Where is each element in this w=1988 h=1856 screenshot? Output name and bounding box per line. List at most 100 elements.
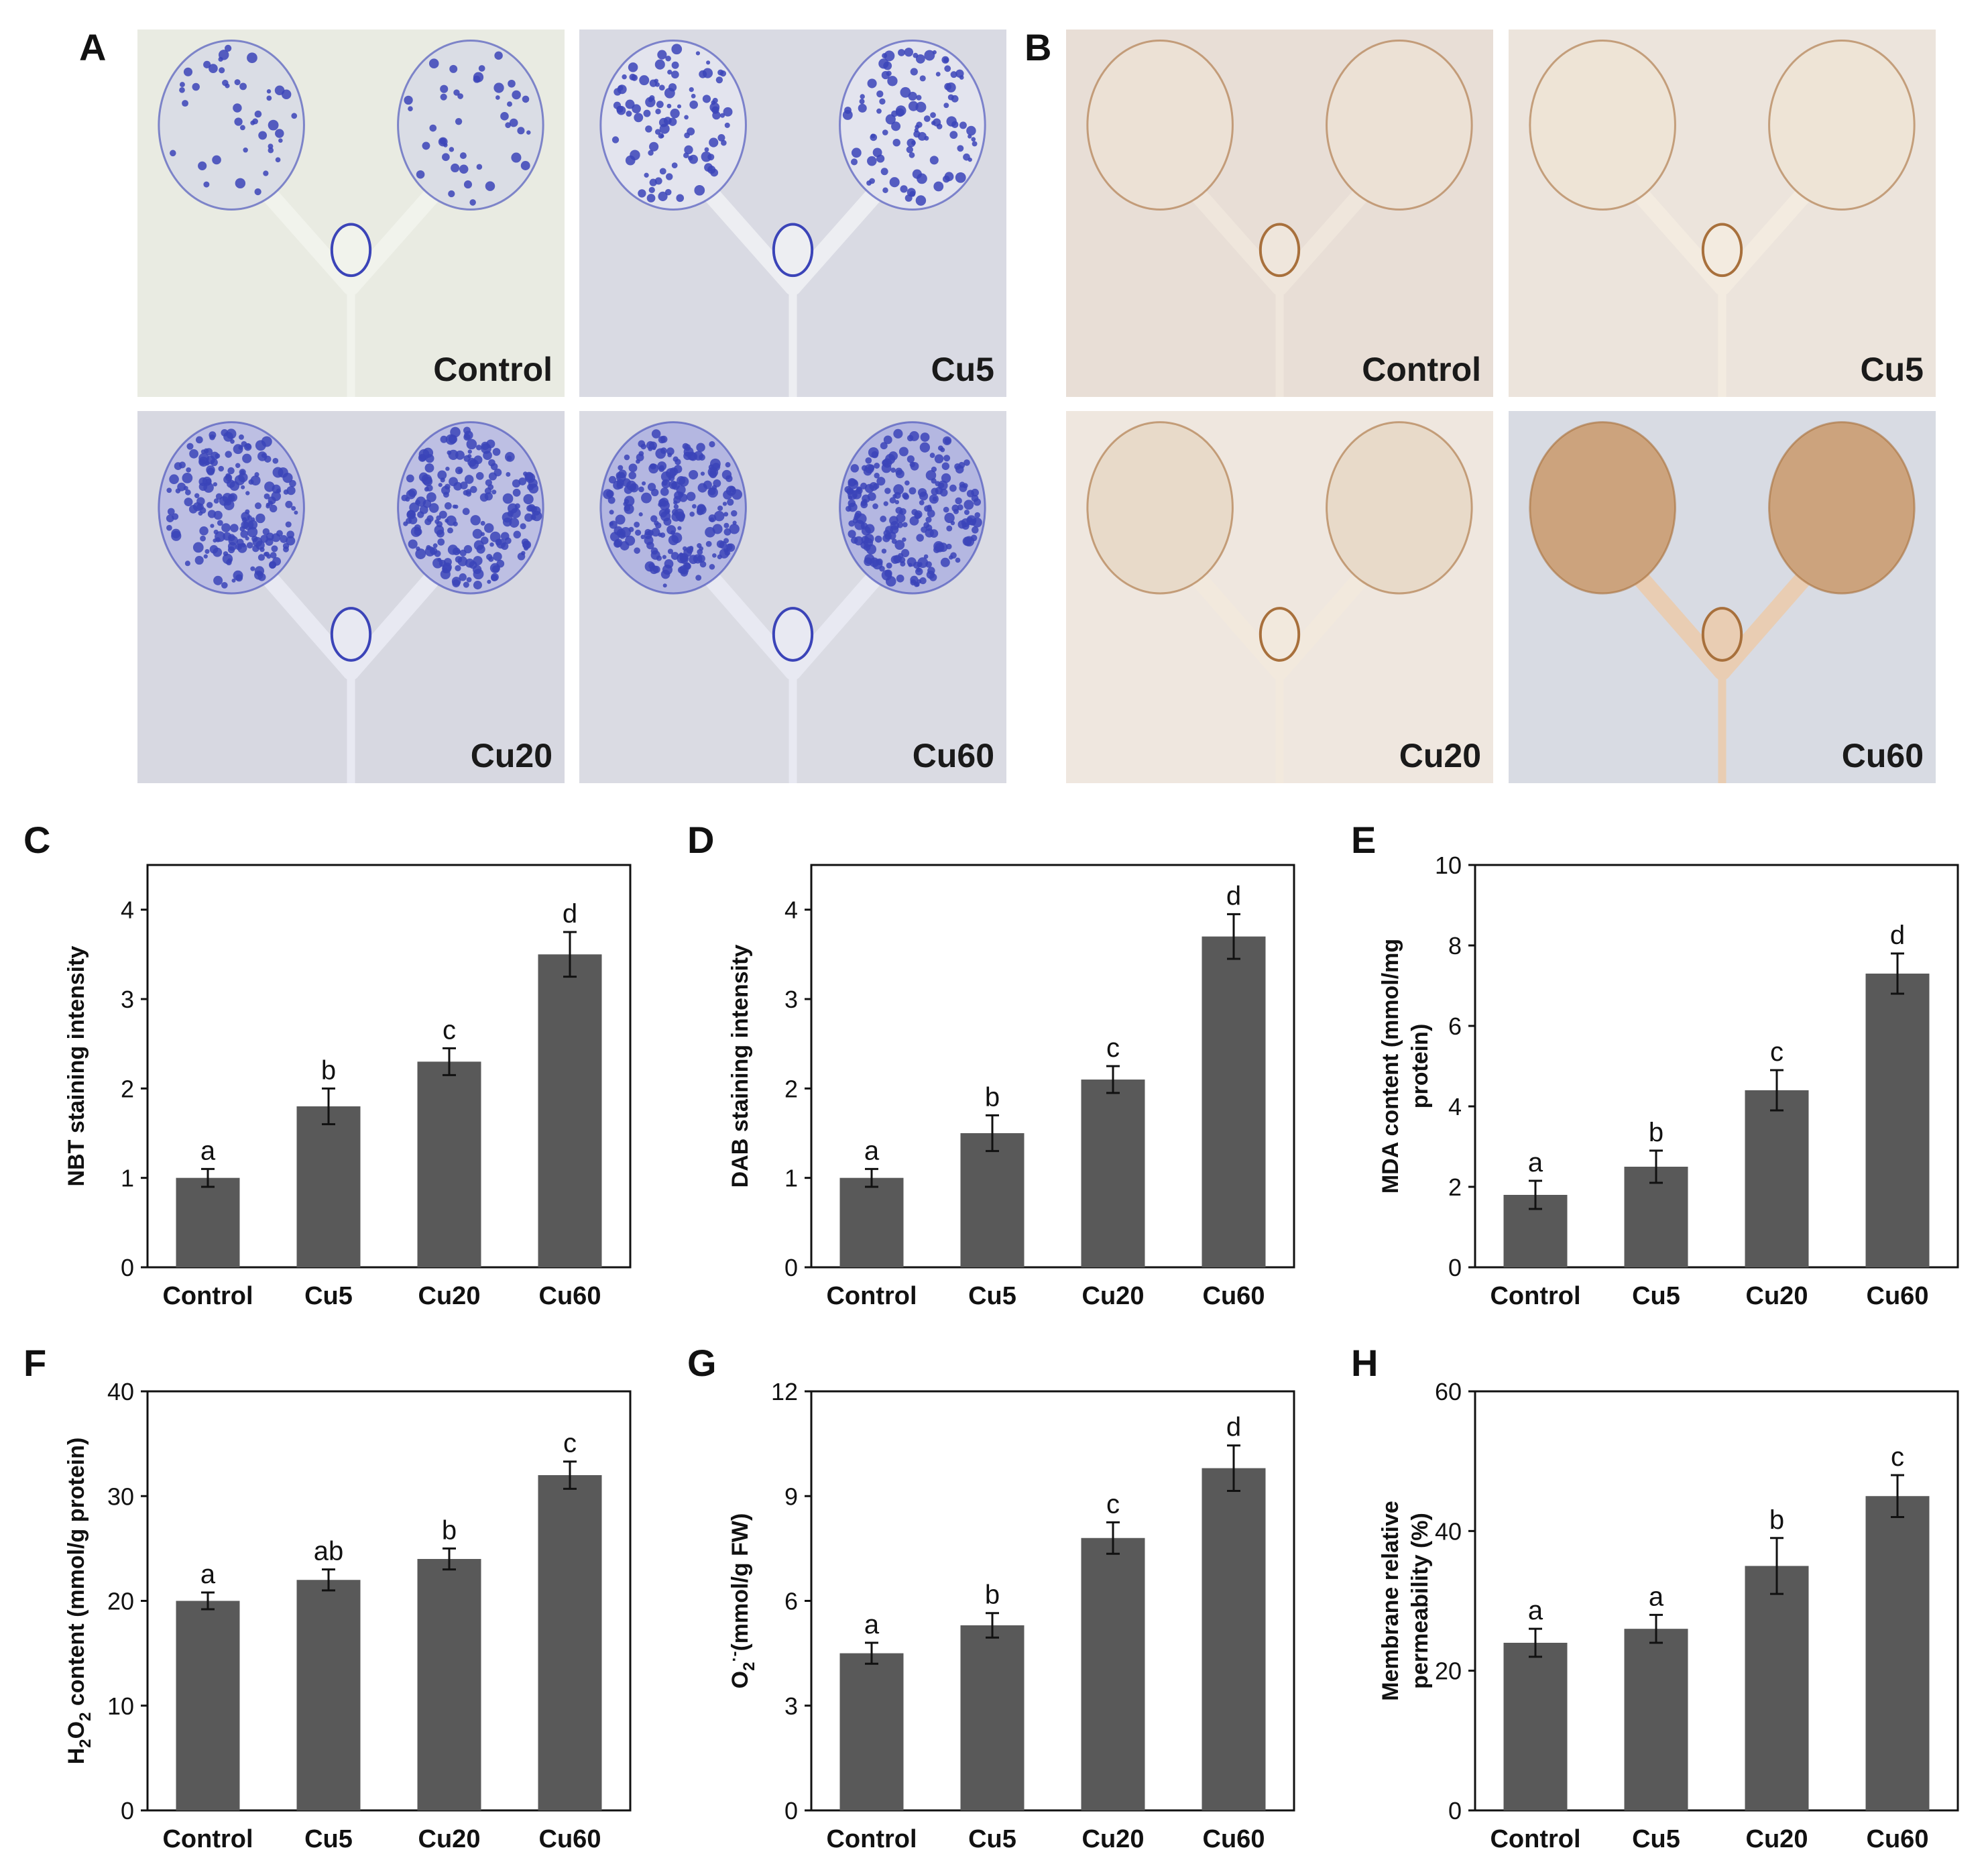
y-tick-label: 1 — [121, 1165, 134, 1192]
significance-letter: c — [1106, 1489, 1120, 1519]
cotyledon — [599, 421, 802, 681]
bar — [960, 1625, 1025, 1810]
y-tick-label: 12 — [771, 1378, 798, 1405]
photo-label: Cu20 — [470, 737, 552, 774]
x-category-label: Cu5 — [968, 1282, 1016, 1310]
significance-letter: b — [985, 1580, 1000, 1610]
cotyledon — [1271, 421, 1473, 681]
significance-letter: b — [1769, 1505, 1784, 1535]
significance-letter: c — [1770, 1037, 1784, 1067]
significance-letter: b — [1649, 1118, 1663, 1147]
x-category-label: Control — [1490, 1282, 1580, 1310]
chart-g-superoxide: G 0 3 6 9 12 O2·-(mmol/g FW) a Control b Cu5 c Cu20 d… — [687, 1342, 1295, 1853]
significance-letter: c — [1106, 1033, 1120, 1063]
cotyledon — [1271, 39, 1473, 296]
chart-e-mda-content: E 0 2 4 6 8 10 MDA content (mmol/mg protein) a Con… — [1351, 819, 1959, 1310]
photo-label: Cu5 — [931, 351, 994, 388]
bar — [1081, 1538, 1145, 1810]
bar — [176, 1177, 240, 1267]
significance-letter: d — [1226, 881, 1241, 911]
bar — [839, 1653, 904, 1810]
dab-photo-control: Control — [1066, 30, 1493, 397]
x-category-label: Cu60 — [1867, 1825, 1929, 1853]
panel-letter: G — [687, 1342, 717, 1384]
plot-frame — [1474, 1390, 1959, 1812]
bar — [1865, 1496, 1930, 1810]
apical-bud — [1701, 223, 1743, 278]
apical-bud — [772, 223, 814, 278]
y-axis-label: H2O2 content (mmol/g protein) — [64, 1438, 95, 1765]
y-tick-label: 40 — [1435, 1517, 1462, 1545]
y-tick-label: 30 — [107, 1483, 134, 1510]
bar — [1745, 1090, 1809, 1267]
y-axis-label: DAB staining intensity — [727, 945, 753, 1188]
y-tick-label: 8 — [1448, 932, 1462, 960]
bar — [1202, 1468, 1266, 1810]
apical-bud — [1259, 223, 1301, 278]
cotyledon — [599, 39, 802, 296]
y-axis-label: permeability (%) — [1407, 1513, 1433, 1689]
plot-frame — [1474, 864, 1959, 1269]
y-axis-label: Membrane relative — [1378, 1501, 1403, 1701]
x-category-label: Control — [162, 1825, 253, 1853]
bar — [1503, 1643, 1568, 1810]
significance-letter: ab — [314, 1537, 344, 1566]
x-category-label: Control — [826, 1825, 917, 1853]
panel-letter: D — [687, 819, 714, 861]
photo-label: Control — [1362, 351, 1481, 388]
chart-f-h2o2-content: F 0 10 20 30 40 H2O2 content (mmol/g protein) a… — [23, 1342, 632, 1853]
x-category-label: Control — [1490, 1825, 1580, 1853]
bar — [296, 1580, 361, 1810]
bar — [1081, 1080, 1145, 1267]
y-tick-label: 0 — [784, 1797, 798, 1824]
y-tick-label: 0 — [121, 1797, 134, 1824]
x-category-label: Cu60 — [1867, 1282, 1929, 1310]
y-axis-label: NBT staining intensity — [64, 945, 89, 1186]
y-tick-label: 3 — [784, 986, 798, 1013]
y-tick-label: 9 — [784, 1483, 798, 1510]
bar — [839, 1177, 904, 1267]
cotyledon — [1086, 39, 1289, 296]
photo-label: Control — [433, 351, 552, 388]
panel-letter-a: A — [79, 26, 107, 68]
x-category-label: Cu60 — [1203, 1825, 1265, 1853]
y-tick-label: 0 — [121, 1254, 134, 1281]
bar — [1865, 974, 1930, 1267]
photo-label: Cu20 — [1399, 737, 1481, 774]
significance-letter: a — [200, 1560, 216, 1589]
chart-d-dab-staining: D 0 1 2 3 4 DAB staining intensity a Control b Cu5… — [687, 819, 1295, 1310]
y-tick-label: 1 — [784, 1165, 798, 1192]
y-axis-label: O2·-(mmol/g FW) — [725, 1513, 758, 1689]
y-axis-label: protein) — [1407, 1024, 1433, 1109]
y-tick-label: 60 — [1435, 1378, 1462, 1405]
cotyledon — [784, 39, 986, 296]
cotyledon — [1713, 39, 1916, 296]
significance-letter: a — [864, 1136, 880, 1165]
y-tick-label: 6 — [784, 1588, 798, 1615]
photo-label: Cu60 — [1841, 737, 1924, 774]
x-category-label: Cu20 — [1746, 1282, 1808, 1310]
bar — [1745, 1566, 1809, 1810]
dab-photo-cu5: Cu5 — [1509, 30, 1936, 397]
x-category-label: Cu20 — [1746, 1825, 1808, 1853]
chart-h-membrane-permeability: H 0 20 40 60 Membrane relative permeability (%… — [1351, 1342, 1959, 1853]
x-category-label: Control — [162, 1282, 253, 1310]
dab-photo-cu20: Cu20 — [1066, 411, 1493, 783]
cotyledon — [342, 39, 544, 296]
apical-bud — [1259, 607, 1301, 662]
x-category-label: Cu5 — [1632, 1282, 1680, 1310]
nbt-photo-control: Control — [137, 30, 565, 397]
significance-letter: a — [1649, 1582, 1664, 1611]
y-tick-label: 2 — [1448, 1173, 1462, 1201]
y-tick-label: 0 — [1448, 1797, 1462, 1824]
plot-frame — [810, 864, 1295, 1269]
x-category-label: Cu5 — [304, 1282, 353, 1310]
x-category-label: Cu20 — [418, 1825, 481, 1853]
y-tick-label: 0 — [784, 1254, 798, 1281]
x-category-label: Cu60 — [539, 1282, 601, 1310]
y-tick-label: 4 — [1448, 1093, 1462, 1120]
panel-letter: H — [1351, 1342, 1378, 1384]
x-category-label: Cu20 — [1082, 1825, 1145, 1853]
bar — [1624, 1629, 1688, 1810]
significance-letter: c — [1891, 1442, 1904, 1472]
